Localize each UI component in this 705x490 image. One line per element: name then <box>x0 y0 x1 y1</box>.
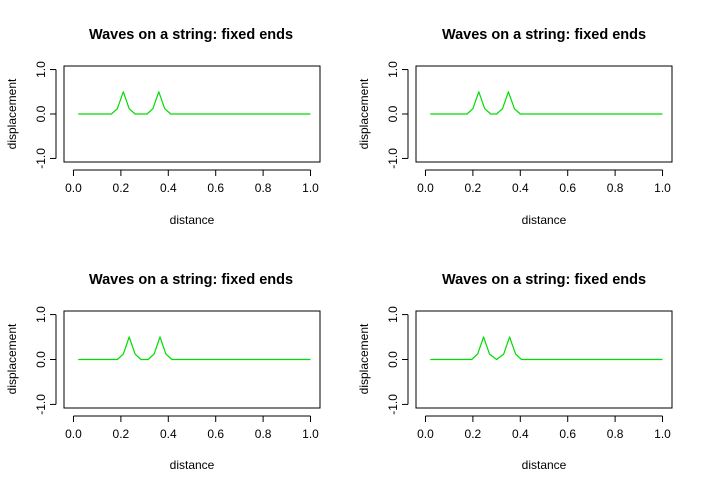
x-tick-label: 0.8 <box>607 427 624 441</box>
x-axis-label: distance <box>170 458 215 472</box>
chart-title: Waves on a string: fixed ends <box>89 272 293 288</box>
x-tick-label: 1.0 <box>302 181 319 195</box>
y-tick-label: -1.0 <box>386 148 400 169</box>
x-tick-label: 0.2 <box>465 427 482 441</box>
x-tick-label: 0.4 <box>160 427 177 441</box>
y-axis-label: displacement <box>357 323 371 394</box>
plot-frame <box>63 65 321 163</box>
y-tick-label: 0.0 <box>386 105 400 122</box>
y-axis-label: displacement <box>5 323 19 394</box>
x-tick-label: 0.8 <box>255 181 272 195</box>
y-tick-label: 1.0 <box>34 61 48 78</box>
x-axis-label: distance <box>522 458 567 472</box>
x-tick-label: 0.8 <box>255 427 272 441</box>
y-tick-label: 0.0 <box>386 351 400 368</box>
y-tick-label: 0.0 <box>34 351 48 368</box>
x-tick-label: 0.6 <box>559 181 576 195</box>
panel-2: Waves on a string: fixed ends 0.0 0.2 0.4 0.… <box>357 27 673 227</box>
y-tick-label: -1.0 <box>34 148 48 169</box>
plot-frame <box>415 310 673 409</box>
y-tick-label: -1.0 <box>34 394 48 415</box>
chart-title: Waves on a string: fixed ends <box>442 27 646 43</box>
x-tick-label: 0.6 <box>207 427 224 441</box>
x-tick-label: 0.0 <box>417 427 434 441</box>
x-tick-label: 0.6 <box>559 427 576 441</box>
x-tick-label: 0.0 <box>417 181 434 195</box>
y-tick-label: 0.0 <box>34 105 48 122</box>
x-tick-label: 0.2 <box>465 181 482 195</box>
y-tick-label: 1.0 <box>386 306 400 323</box>
x-tick-label: 1.0 <box>302 427 319 441</box>
x-axis-label: distance <box>522 213 567 227</box>
chart-title: Waves on a string: fixed ends <box>442 272 646 288</box>
panel-3: Waves on a string: fixed ends 0.0 0.2 0.4 0.… <box>5 272 321 472</box>
series-line <box>78 336 311 361</box>
x-tick-label: 0.0 <box>65 427 82 441</box>
x-tick-label: 0.8 <box>607 181 624 195</box>
series-line <box>78 91 311 115</box>
x-axis-label: distance <box>170 213 215 227</box>
series-line <box>430 336 663 361</box>
x-tick-label: 1.0 <box>654 181 671 195</box>
x-tick-label: 0.4 <box>512 427 529 441</box>
x-tick-label: 0.4 <box>160 181 177 195</box>
y-tick-label: -1.0 <box>386 394 400 415</box>
x-tick-label: 0.6 <box>207 181 224 195</box>
plot-frame <box>415 65 673 163</box>
series-line <box>430 91 663 115</box>
chart-title: Waves on a string: fixed ends <box>89 27 293 43</box>
panel-4: Waves on a string: fixed ends 0.0 0.2 0.4 0.… <box>357 272 673 472</box>
plot-frame <box>63 310 321 409</box>
y-axis-label: displacement <box>5 78 19 149</box>
x-tick-label: 0.0 <box>65 181 82 195</box>
x-tick-label: 0.4 <box>512 181 529 195</box>
x-tick-label: 0.2 <box>113 427 130 441</box>
y-tick-label: 1.0 <box>34 306 48 323</box>
x-tick-label: 0.2 <box>113 181 130 195</box>
x-tick-label: 1.0 <box>654 427 671 441</box>
y-tick-label: 1.0 <box>386 61 400 78</box>
panel-1: Waves on a string: fixed ends 0.0 0.2 0.4 0.… <box>5 27 321 227</box>
y-axis-label: displacement <box>357 78 371 149</box>
